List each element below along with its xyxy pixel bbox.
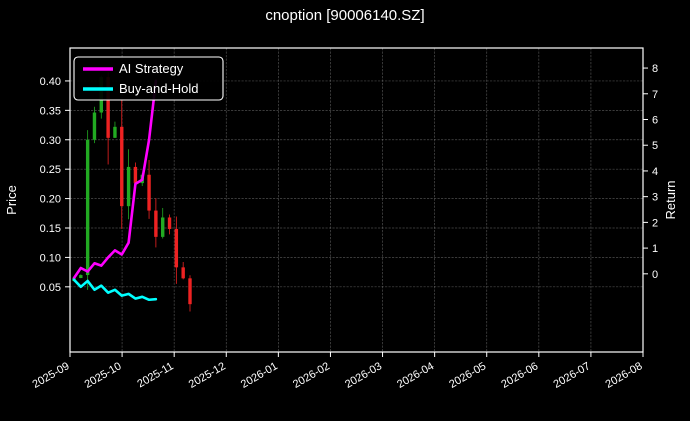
svg-text:Return: Return — [663, 180, 678, 219]
svg-text:0.25: 0.25 — [40, 164, 61, 176]
svg-text:3: 3 — [652, 192, 658, 204]
svg-text:7: 7 — [652, 89, 658, 101]
svg-text:Price: Price — [4, 185, 19, 215]
svg-text:4: 4 — [652, 166, 658, 178]
svg-text:0.15: 0.15 — [40, 223, 61, 235]
svg-text:1: 1 — [652, 243, 658, 255]
svg-text:2: 2 — [652, 217, 658, 229]
svg-text:0.10: 0.10 — [40, 252, 61, 264]
svg-text:0.20: 0.20 — [40, 194, 61, 206]
svg-text:0: 0 — [652, 269, 658, 281]
svg-text:0.30: 0.30 — [40, 135, 61, 147]
svg-text:cnoption [90006140.SZ]: cnoption [90006140.SZ] — [265, 7, 424, 24]
svg-text:8: 8 — [652, 63, 658, 75]
svg-text:Buy-and-Hold: Buy-and-Hold — [119, 81, 199, 96]
svg-text:0.40: 0.40 — [40, 76, 61, 88]
svg-text:0.35: 0.35 — [40, 105, 61, 117]
svg-text:6: 6 — [652, 115, 658, 127]
svg-text:0.05: 0.05 — [40, 282, 61, 294]
svg-text:AI Strategy: AI Strategy — [119, 61, 184, 76]
svg-text:5: 5 — [652, 140, 658, 152]
